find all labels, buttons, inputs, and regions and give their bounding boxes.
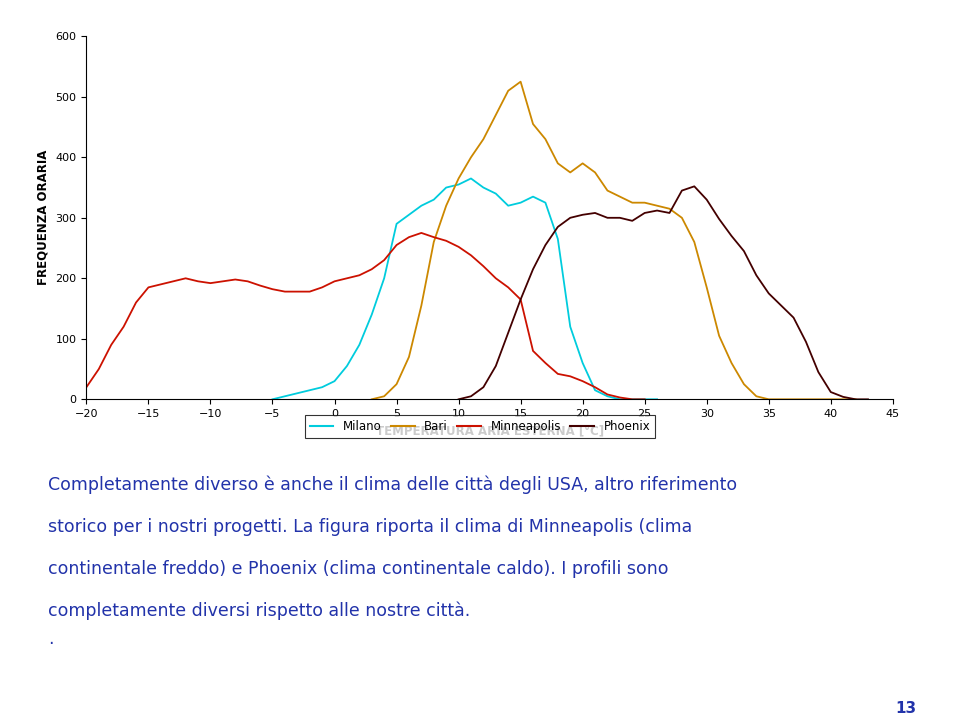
Text: completamente diversi rispetto alle nostre città.: completamente diversi rispetto alle nost… xyxy=(48,602,470,620)
Text: 13: 13 xyxy=(896,701,917,716)
Legend: Milano, Bari, Minneapolis, Phoenix: Milano, Bari, Minneapolis, Phoenix xyxy=(305,415,655,438)
Text: .: . xyxy=(48,630,54,648)
Text: Completamente diverso è anche il clima delle città degli USA, altro riferimento: Completamente diverso è anche il clima d… xyxy=(48,476,737,494)
Text: continentale freddo) e Phoenix (clima continentale caldo). I profili sono: continentale freddo) e Phoenix (clima co… xyxy=(48,560,668,578)
X-axis label: TEMPERATURA ARIA ESTERNA [°C]: TEMPERATURA ARIA ESTERNA [°C] xyxy=(375,425,604,438)
Y-axis label: FREQUENZA ORARIA: FREQUENZA ORARIA xyxy=(37,150,50,285)
Text: storico per i nostri progetti. La figura riporta il clima di Minneapolis (clima: storico per i nostri progetti. La figura… xyxy=(48,518,692,536)
